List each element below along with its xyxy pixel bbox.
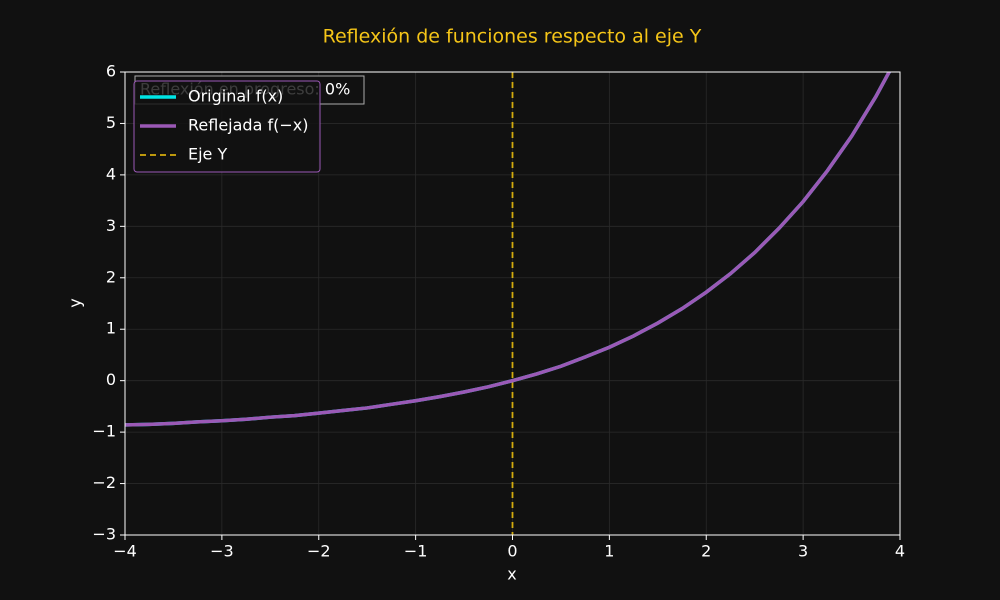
x-tick-label: −2	[307, 542, 331, 561]
legend-label: Original f(x)	[188, 87, 283, 106]
y-tick-label: 2	[106, 267, 116, 286]
x-tick-label: −3	[210, 542, 234, 561]
x-tick-label: 4	[895, 542, 905, 561]
x-tick-label: 2	[701, 542, 711, 561]
x-axis-label: x	[507, 565, 516, 584]
plot-area	[125, 72, 892, 535]
y-tick-label: 4	[106, 164, 116, 183]
y-tick-label: 1	[106, 319, 116, 338]
x-tick-label: 0	[507, 542, 517, 561]
y-tick-label: 0	[106, 370, 116, 389]
plot-frame	[124, 71, 901, 536]
x-tick-label: 3	[798, 542, 808, 561]
y-tick-label: 6	[106, 62, 116, 81]
y-tick-label: −1	[92, 422, 116, 441]
y-tick-label: −3	[92, 525, 116, 544]
legend-box	[133, 80, 321, 173]
y-axis-label: y	[66, 298, 85, 307]
x-tick-label: 1	[604, 542, 614, 561]
y-tick-label: 3	[106, 216, 116, 235]
legend-label: Eje Y	[188, 145, 227, 164]
y-tick-label: −2	[92, 473, 116, 492]
x-tick-label: −4	[113, 542, 137, 561]
legend-label: Reflejada f(−x)	[188, 116, 308, 135]
chart-title: Reflexión de funciones respecto al eje Y	[323, 26, 702, 48]
y-tick-label: 5	[106, 113, 116, 132]
x-tick-label: −1	[404, 542, 428, 561]
series-line	[125, 72, 892, 427]
